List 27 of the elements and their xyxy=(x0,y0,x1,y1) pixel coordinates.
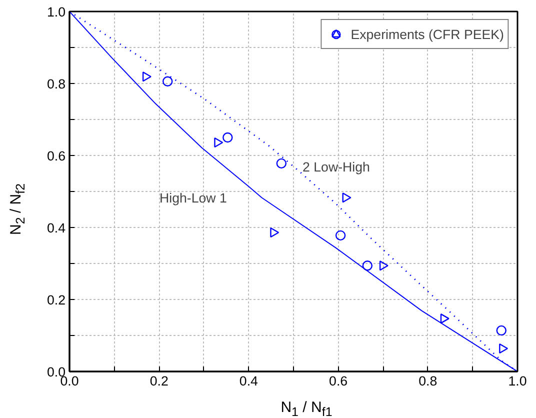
y-tick-label: 1.0 xyxy=(46,4,66,20)
point xyxy=(162,76,173,86)
point xyxy=(270,227,280,238)
x-tick-label: 0.4 xyxy=(239,374,259,388)
point xyxy=(214,137,224,148)
y-tick-label: 0.8 xyxy=(46,76,66,92)
x-tick-label: 0.6 xyxy=(329,374,348,388)
annotation: 2 Low-High xyxy=(302,160,370,174)
point xyxy=(499,343,508,354)
point xyxy=(379,260,388,271)
x-tick-label: 0.8 xyxy=(418,374,438,388)
point xyxy=(142,72,152,82)
x-tick-label: 0.2 xyxy=(150,374,168,388)
y-tick-label: 0.4 xyxy=(46,220,66,236)
legend-label: Experiments (CFR PEEK) xyxy=(350,26,504,42)
point xyxy=(342,192,352,203)
y-tick-label: 0.2 xyxy=(46,292,66,308)
point xyxy=(222,132,233,143)
point xyxy=(496,325,506,336)
x-tick-label: 1.0 xyxy=(508,374,527,388)
point xyxy=(440,313,450,324)
point xyxy=(335,230,346,241)
point xyxy=(362,260,373,271)
x-axis-title: N$_{1}$ / N$_{f1}$ xyxy=(280,398,332,418)
annotation: High-Low 1 xyxy=(160,190,227,206)
point xyxy=(276,158,287,169)
y-tick-label: 0.6 xyxy=(46,148,66,164)
